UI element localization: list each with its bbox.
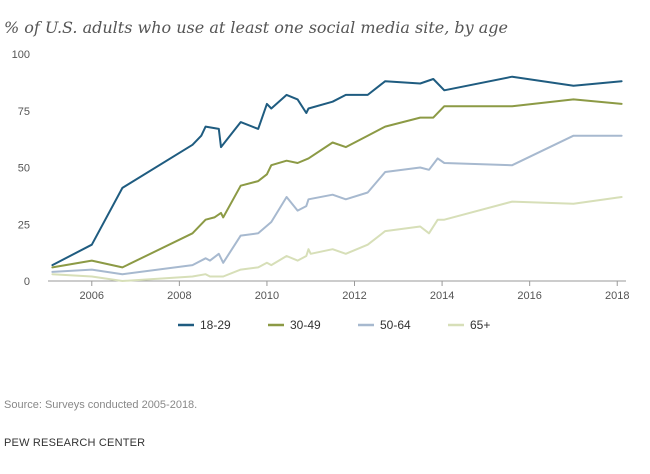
y-tick-label-0: 0 [24,276,30,288]
legend-label-18-29: 18-29 [200,318,231,332]
series-line-30-49 [51,98,623,269]
chart-title: % of U.S. adults who use at least one so… [4,18,509,37]
series-line-18-29 [51,75,623,267]
x-tick-label-2006: 2006 [80,290,104,302]
legend-label-30-49: 30-49 [290,318,321,332]
x-tick-label-2016: 2016 [517,290,541,302]
series-lines [51,75,623,282]
series-line-65+ [51,196,623,282]
x-tick-label-2008: 2008 [167,290,191,302]
y-axis-ticks: 0 25 50 75 100 [12,49,30,288]
legend: 18-29 30-49 50-64 65+ [178,318,490,332]
x-tick-label-2018: 2018 [605,290,629,302]
source-note: Source: Surveys conducted 2005-2018. [4,399,198,411]
x-tick-label-2014: 2014 [430,290,454,302]
y-tick-label-50: 50 [18,163,30,175]
y-tick-label-100: 100 [12,49,30,61]
organization-name: PEW RESEARCH CENTER [4,437,146,449]
x-tick-label-2012: 2012 [342,290,366,302]
x-axis-ticks: 2006 2008 2010 2012 2014 2016 2018 [80,281,629,302]
series-line-50-64 [51,134,623,276]
legend-label-65+: 65+ [470,318,490,332]
legend-label-50-64: 50-64 [380,318,411,332]
y-tick-label-25: 25 [18,219,30,231]
x-tick-label-2010: 2010 [255,290,279,302]
y-tick-label-75: 75 [18,106,30,118]
